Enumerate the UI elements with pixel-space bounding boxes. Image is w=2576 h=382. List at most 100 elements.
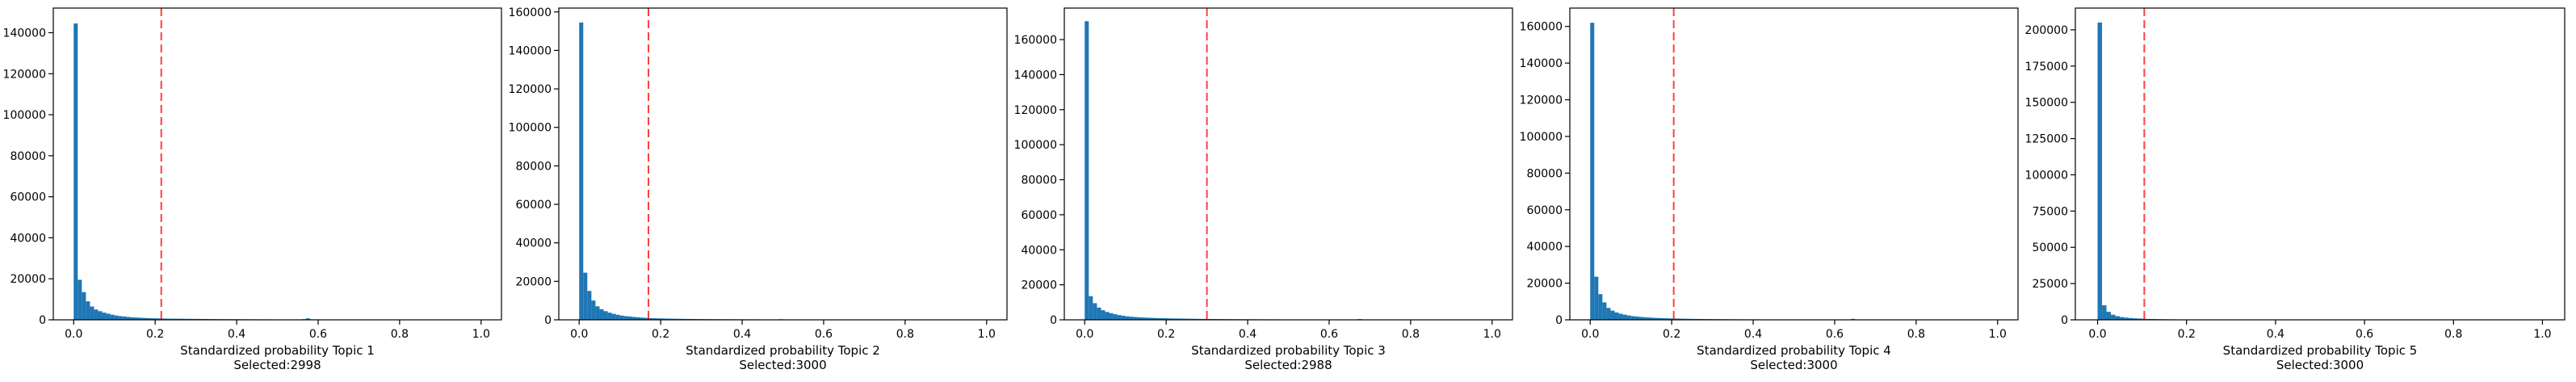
x-axis-label: Standardized probability Topic 1	[180, 343, 375, 358]
x-axis-label: Standardized probability Topic 2	[686, 343, 880, 358]
x-tick-label: 0.6	[2356, 328, 2373, 341]
y-tick-label: 100000	[3, 109, 46, 122]
y-tick-label: 20000	[10, 273, 46, 286]
y-tick-label: 20000	[1021, 279, 1057, 292]
y-tick-label: 80000	[1526, 167, 1563, 180]
histogram-bar	[115, 316, 119, 320]
histogram-bar	[1105, 312, 1109, 320]
y-tick-label: 0	[1555, 314, 1563, 327]
x-tick-label: 0.2	[2178, 328, 2196, 341]
y-tick-label: 20000	[1526, 278, 1563, 291]
x-tick-label: 0.2	[146, 328, 164, 341]
histogram-bar	[628, 317, 632, 320]
histogram-bar	[595, 306, 599, 320]
y-tick-label: 0	[1050, 314, 1057, 327]
y-tick-label: 120000	[509, 83, 552, 96]
x-axis-label: Standardized probability Topic 4	[1697, 343, 1891, 358]
y-tick-label: 175000	[2025, 61, 2068, 73]
x-tick-label: 0.0	[570, 328, 588, 341]
x-tick-label: 0.4	[1744, 328, 1762, 341]
histogram-bar	[1089, 296, 1093, 320]
histogram-bar	[94, 309, 98, 320]
histogram-bar	[1627, 316, 1631, 320]
y-tick-label: 150000	[2025, 97, 2068, 110]
selected-count-caption: Selected:2988	[1244, 358, 1332, 372]
y-tick-label: 0	[2061, 314, 2068, 327]
y-tick-label: 40000	[1526, 241, 1563, 254]
axes-frame	[1064, 8, 1512, 320]
histogram-bar	[612, 314, 616, 320]
x-tick-label: 0.2	[652, 328, 669, 341]
x-axis-label: Standardized probability Topic 3	[1191, 343, 1386, 358]
x-tick-label: 0.8	[1907, 328, 1925, 341]
y-tick-label: 100000	[1520, 131, 1563, 144]
y-tick-label: 160000	[1520, 21, 1563, 34]
x-tick-label: 0.4	[2267, 328, 2284, 341]
histogram-bar	[1594, 277, 1598, 320]
y-tick-label: 40000	[515, 237, 552, 250]
y-tick-label: 100000	[509, 122, 552, 135]
y-tick-label: 80000	[10, 150, 46, 163]
histogram-bar	[99, 311, 103, 320]
histogram-bar	[1635, 317, 1639, 320]
histogram-bar	[1126, 317, 1130, 320]
histogram-bars	[2098, 23, 2365, 320]
y-tick-label: 20000	[515, 275, 552, 288]
histogram-bar	[1093, 303, 1097, 320]
x-tick-label: 0.0	[1076, 328, 1093, 341]
selected-count-caption: Selected:2998	[233, 358, 321, 372]
histogram-bar	[2098, 23, 2103, 320]
y-tick-label: 0	[544, 314, 552, 327]
histogram-bar	[103, 313, 107, 320]
y-tick-label: 50000	[2032, 241, 2068, 254]
y-tick-label: 200000	[2025, 24, 2068, 37]
x-tick-label: 0.6	[309, 328, 327, 341]
histogram-bar	[1590, 23, 1594, 320]
histogram-bar	[1602, 302, 1606, 320]
histogram-bar	[1110, 313, 1114, 320]
histogram-bar	[1623, 315, 1627, 320]
x-tick-label: 0.6	[1826, 328, 1844, 341]
x-tick-label: 0.6	[1320, 328, 1338, 341]
y-tick-label: 140000	[3, 27, 46, 40]
histogram-bar	[1615, 313, 1619, 320]
y-tick-label: 0	[39, 314, 46, 327]
histogram-bar	[2102, 305, 2107, 320]
axes-frame	[1570, 8, 2018, 320]
histogram-bar	[1097, 308, 1101, 320]
selected-count-caption: Selected:3000	[739, 358, 826, 372]
axes-frame	[559, 8, 1007, 320]
x-tick-label: 0.6	[815, 328, 833, 341]
y-tick-label: 80000	[515, 160, 552, 173]
histogram-bar	[616, 315, 620, 320]
y-tick-label: 125000	[2025, 133, 2068, 146]
histogram-bar	[123, 317, 127, 320]
y-tick-label: 60000	[1021, 209, 1057, 222]
x-tick-label: 1.0	[1989, 328, 2007, 341]
histogram-bars	[1590, 23, 1891, 320]
x-tick-label: 0.0	[2088, 328, 2106, 341]
y-tick-label: 60000	[1526, 204, 1563, 217]
histogram-bar	[90, 306, 94, 320]
histogram-bar	[107, 313, 111, 320]
selected-count-caption: Selected:3000	[1750, 358, 1837, 372]
histogram-bar	[583, 273, 587, 320]
selected-count-caption: Selected:3000	[2276, 358, 2364, 372]
x-tick-label: 1.0	[1483, 328, 1501, 341]
histogram-bar	[1606, 308, 1610, 320]
x-tick-label: 1.0	[978, 328, 996, 341]
histogram-bar	[1619, 314, 1623, 320]
histogram-bars	[579, 23, 844, 320]
y-tick-label: 140000	[1520, 57, 1563, 70]
histogram-bar	[1610, 311, 1614, 320]
y-tick-label: 100000	[2025, 169, 2068, 182]
y-tick-label: 25000	[2032, 278, 2068, 291]
histogram-bar	[591, 300, 595, 320]
histogram-bar	[579, 23, 583, 320]
histogram-bar	[73, 23, 78, 320]
x-axis-label: Standardized probability Topic 5	[2223, 343, 2418, 358]
